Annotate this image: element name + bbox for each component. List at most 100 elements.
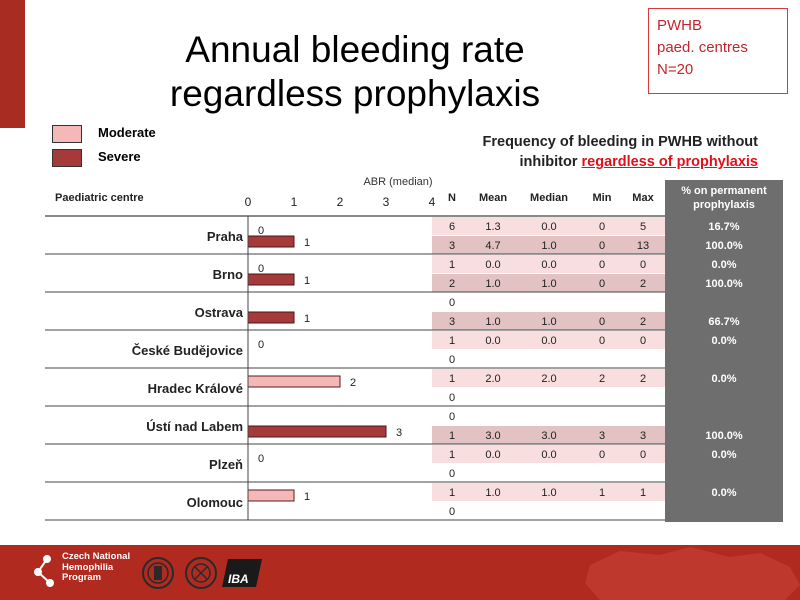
cell-mean-hradec-kralove-moderate: 2.0 bbox=[485, 373, 500, 385]
cell-median-usti-nad-labem-severe: 3.0 bbox=[541, 430, 556, 442]
cell-n-brno-severe: 2 bbox=[449, 278, 455, 290]
title-line-2: regardless prophylaxis bbox=[169, 73, 541, 114]
cell-n-brno-moderate: 1 bbox=[449, 259, 455, 271]
cell-min-praha-severe: 0 bbox=[599, 240, 605, 252]
cell-min-usti-nad-labem-severe: 3 bbox=[599, 430, 605, 442]
data-label-moderate-ceske-budejovice: 0 bbox=[258, 339, 264, 351]
cell-perm-brno-severe: 100.0% bbox=[705, 278, 743, 290]
header-n: N bbox=[448, 192, 456, 204]
header-min: Min bbox=[593, 192, 612, 204]
data-label-severe-usti-nad-labem: 3 bbox=[396, 427, 402, 439]
cell-min-plzen-moderate: 0 bbox=[599, 449, 605, 461]
cell-mean-ostrava-severe: 1.0 bbox=[485, 316, 500, 328]
centre-label-praha: Praha bbox=[207, 229, 244, 244]
cell-max-brno-severe: 2 bbox=[640, 278, 646, 290]
cell-n-praha-moderate: 6 bbox=[449, 221, 455, 233]
table-row-bg-usti-nad-labem-severe bbox=[432, 426, 665, 444]
cell-n-olomouc-moderate: 1 bbox=[449, 487, 455, 499]
header-median: Median bbox=[530, 192, 568, 204]
x-tick-label-3: 3 bbox=[383, 195, 390, 209]
x-tick-label-0: 0 bbox=[245, 195, 252, 209]
table-row-bg-brno-moderate bbox=[432, 255, 665, 273]
czech-map-icon bbox=[585, 547, 800, 600]
centre-label-hradec-kralove: Hradec Králové bbox=[148, 381, 243, 396]
cell-n-ostrava-moderate: 0 bbox=[449, 297, 455, 309]
title-line-1: Annual bleeding rate bbox=[185, 29, 525, 70]
cell-median-brno-severe: 1.0 bbox=[541, 278, 556, 290]
x-axis-label: ABR (median) bbox=[363, 176, 432, 188]
perm-column-background bbox=[665, 180, 783, 522]
cell-mean-usti-nad-labem-severe: 3.0 bbox=[485, 430, 500, 442]
cell-max-olomouc-moderate: 1 bbox=[640, 487, 646, 499]
cell-median-hradec-kralove-moderate: 2.0 bbox=[541, 373, 556, 385]
x-tick-label-2: 2 bbox=[337, 195, 344, 209]
cell-n-hradec-kralove-moderate: 1 bbox=[449, 373, 455, 385]
iba-logo-icon: IBA bbox=[222, 559, 262, 587]
table-row-bg-brno-severe bbox=[432, 274, 665, 292]
cell-median-olomouc-moderate: 1.0 bbox=[541, 487, 556, 499]
footer-line-2: Hemophilia bbox=[62, 561, 114, 573]
data-label-moderate-hradec-kralove: 2 bbox=[350, 377, 356, 389]
data-label-severe-ostrava: 1 bbox=[304, 313, 310, 325]
bar-severe-usti-nad-labem bbox=[247, 425, 387, 438]
x-tick-label-1: 1 bbox=[291, 195, 298, 209]
cell-max-praha-severe: 13 bbox=[637, 240, 649, 252]
cell-n-plzen-moderate: 1 bbox=[449, 449, 455, 461]
table-row-bg-plzen-moderate bbox=[432, 445, 665, 463]
legend-swatch-moderate bbox=[52, 125, 82, 143]
legend-swatch-severe bbox=[52, 149, 82, 167]
cell-min-olomouc-moderate: 1 bbox=[599, 487, 605, 499]
cell-perm-praha-severe: 100.0% bbox=[705, 240, 743, 252]
cell-n-ceske-budejovice-severe: 0 bbox=[449, 354, 455, 366]
data-label-moderate-olomouc: 1 bbox=[304, 491, 310, 503]
cell-max-plzen-moderate: 0 bbox=[640, 449, 646, 461]
frequency-title-highlight: regardless of prophylaxis bbox=[581, 154, 758, 170]
footer-line-3: Program bbox=[62, 572, 102, 583]
frequency-title-line-2: inhibitor regardless of prophylaxis bbox=[483, 152, 759, 172]
cell-max-ostrava-severe: 2 bbox=[640, 316, 646, 328]
cell-perm-usti-nad-labem-severe: 100.0% bbox=[705, 430, 743, 442]
cell-perm-hradec-kralove-moderate: 0.0% bbox=[711, 373, 736, 385]
legend-label-severe: Severe bbox=[98, 149, 141, 164]
x-tick-label-4: 4 bbox=[429, 195, 436, 209]
box-line-3: N=20 bbox=[657, 61, 694, 78]
cell-median-ostrava-severe: 1.0 bbox=[541, 316, 556, 328]
iba-logo-text: IBA bbox=[228, 572, 249, 586]
cell-max-hradec-kralove-moderate: 2 bbox=[640, 373, 646, 385]
frequency-title-line-1: Frequency of bleeding in PWHB without bbox=[482, 134, 759, 150]
cell-median-ceske-budejovice-moderate: 0.0 bbox=[541, 335, 556, 347]
centre-label-olomouc: Olomouc bbox=[187, 495, 243, 510]
data-label-severe-brno: 1 bbox=[304, 275, 310, 287]
cell-mean-praha-moderate: 1.3 bbox=[485, 221, 500, 233]
data-label-moderate-plzen: 0 bbox=[258, 453, 264, 465]
cell-median-plzen-moderate: 0.0 bbox=[541, 449, 556, 461]
bar-severe-ostrava bbox=[247, 311, 295, 324]
cell-median-praha-moderate: 0.0 bbox=[541, 221, 556, 233]
cell-min-praha-moderate: 0 bbox=[599, 221, 605, 233]
cell-min-brno-moderate: 0 bbox=[599, 259, 605, 271]
slide-title: Annual bleeding rate regardless prophyla… bbox=[120, 28, 590, 116]
cell-perm-olomouc-moderate: 0.0% bbox=[711, 487, 736, 499]
data-label-moderate-brno: 0 bbox=[258, 263, 264, 275]
cell-max-praha-moderate: 5 bbox=[640, 221, 646, 233]
cell-mean-brno-severe: 1.0 bbox=[485, 278, 500, 290]
abr-chart-and-table: ABR (median) 0 1 2 3 4 Paediatric centre N Mean M… bbox=[45, 176, 783, 522]
cell-perm-ostrava-severe: 66.7% bbox=[708, 316, 739, 328]
table-row-bg-hradec-kralove-moderate bbox=[432, 369, 665, 387]
footer-program-name: Czech National Hemophilia Program bbox=[62, 551, 130, 584]
cell-n-ostrava-severe: 3 bbox=[449, 316, 455, 328]
cell-mean-olomouc-moderate: 1.0 bbox=[485, 487, 500, 499]
cell-n-praha-severe: 3 bbox=[449, 240, 455, 252]
table-row-bg-praha-moderate bbox=[432, 217, 665, 235]
cell-mean-plzen-moderate: 0.0 bbox=[485, 449, 500, 461]
frequency-title: Frequency of bleeding in PWHB without in… bbox=[483, 132, 759, 172]
cell-max-usti-nad-labem-severe: 3 bbox=[640, 430, 646, 442]
cell-max-ceske-budejovice-moderate: 0 bbox=[640, 335, 646, 347]
header-mean: Mean bbox=[479, 192, 507, 204]
pwhb-info-box: PWHB paed. centres N=20 bbox=[648, 8, 788, 94]
cell-min-brno-severe: 0 bbox=[599, 278, 605, 290]
cell-median-praha-severe: 1.0 bbox=[541, 240, 556, 252]
cell-n-usti-nad-labem-moderate: 0 bbox=[449, 411, 455, 423]
box-line-1: PWHB bbox=[657, 17, 702, 34]
cell-median-brno-moderate: 0.0 bbox=[541, 259, 556, 271]
